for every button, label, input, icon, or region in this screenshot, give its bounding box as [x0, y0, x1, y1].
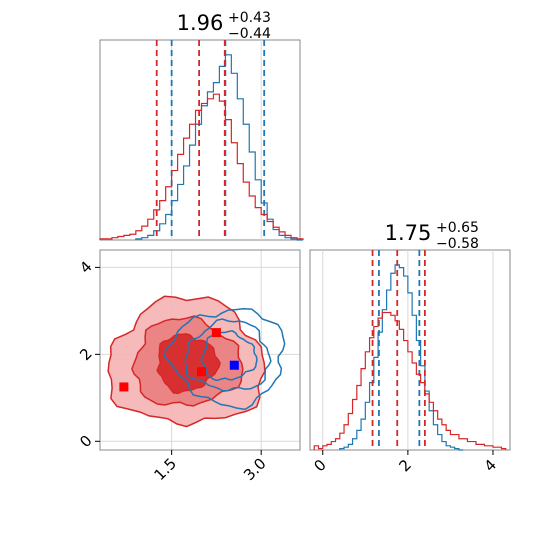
hist-y-frame [309, 249, 511, 451]
contour-panel: 1.5 3.0 0 2 4 [76, 249, 301, 484]
contour-series-1-marker-1 [211, 328, 221, 338]
contour-xtick-label: 3.0 [240, 454, 270, 484]
contour-series-0-level-1 [184, 318, 272, 392]
hist-x-series-1-step [99, 93, 304, 240]
hist-y-series-1-step [313, 311, 507, 450]
contour-series-0-level-0 [200, 330, 258, 382]
contour-ytick-label: 4 [76, 258, 95, 277]
hist-x-title-lower: −0.44 [228, 26, 271, 42]
hist-y-xtick-label: 0 [310, 456, 329, 475]
contour-series-1-marker-0 [119, 382, 129, 392]
hist-y-title: 1.75 [385, 221, 432, 245]
contour-xtick-label: 1.5 [151, 454, 181, 484]
contour-series-0-level-2 [164, 308, 286, 411]
contour-series-1-marker-2 [196, 367, 206, 377]
hist-x-panel: 1.96 +0.43 −0.44 [99, 10, 304, 241]
hist-y-xtick-label: 4 [481, 456, 500, 475]
hist-y-title-upper: +0.65 [436, 220, 479, 236]
hist-y-series-0-step [339, 264, 464, 451]
contour-series-0-marker-0 [229, 360, 239, 370]
contour-frame [99, 249, 301, 451]
hist-y-xtick-label: 2 [395, 456, 414, 475]
contour-series-1-level-0 [156, 333, 221, 395]
hist-y-title-value: 1.75 [385, 221, 432, 245]
contour-ytick-label: 0 [76, 432, 95, 451]
hist-y-panel: 1.75 +0.65 −0.58 0 2 4 [309, 220, 511, 475]
hist-x-title: 1.96 [177, 11, 224, 35]
hist-y-title-lower: −0.58 [436, 236, 479, 252]
contour-ytick-label: 2 [76, 345, 95, 364]
hist-x-title-upper: +0.43 [228, 10, 271, 26]
hist-x-title-value: 1.96 [177, 11, 224, 35]
